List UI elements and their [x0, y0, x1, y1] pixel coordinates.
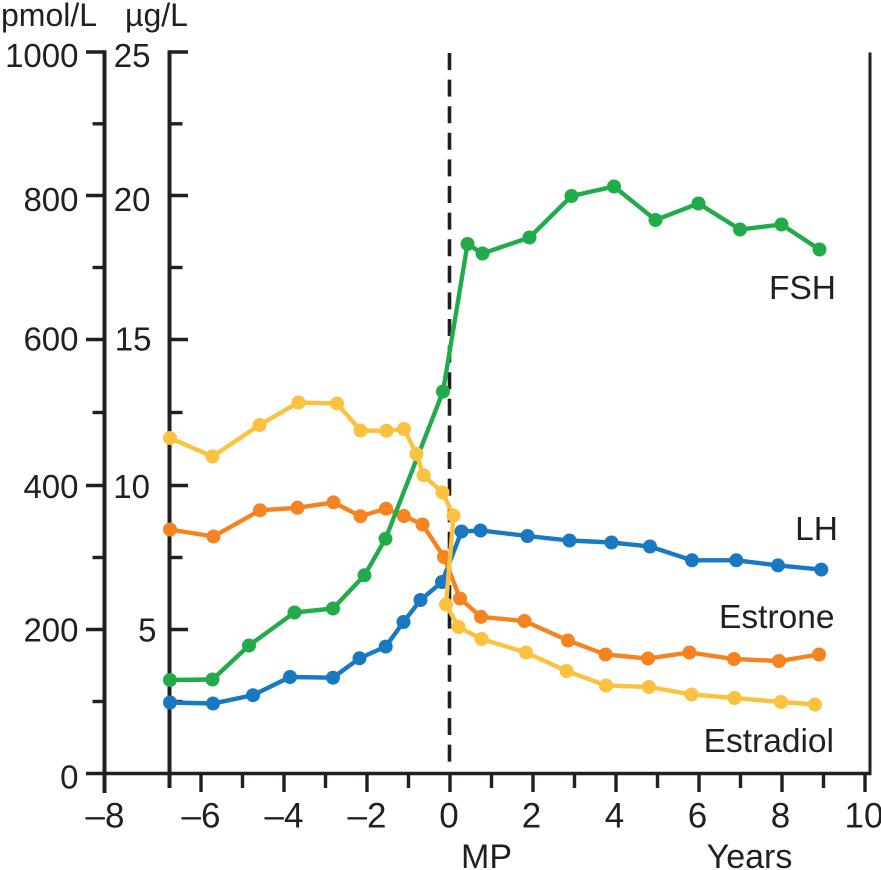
svg-text:200: 200: [23, 612, 78, 649]
svg-text:pmol/L: pmol/L: [1, 0, 97, 33]
svg-text:2: 2: [522, 797, 541, 836]
svg-text:LH: LH: [795, 511, 838, 548]
svg-text:µg/L: µg/L: [125, 0, 188, 33]
svg-text:4: 4: [605, 797, 624, 836]
svg-text:20: 20: [114, 181, 151, 218]
svg-text:Years: Years: [707, 838, 793, 870]
svg-text:1000: 1000: [5, 37, 78, 74]
svg-text:–8: –8: [86, 797, 125, 836]
svg-text:800: 800: [23, 181, 78, 218]
svg-text:Estrone: Estrone: [719, 599, 834, 636]
svg-text:0: 0: [439, 797, 458, 836]
svg-text:FSH: FSH: [769, 270, 836, 307]
svg-text:25: 25: [114, 37, 151, 74]
svg-text:–4: –4: [265, 797, 304, 836]
svg-text:–2: –2: [348, 797, 387, 836]
svg-text:MP: MP: [461, 838, 512, 870]
svg-text:6: 6: [688, 797, 707, 836]
svg-text:15: 15: [115, 321, 152, 358]
svg-text:Estradiol: Estradiol: [704, 723, 834, 760]
svg-text:5: 5: [138, 612, 156, 649]
svg-text:8: 8: [771, 797, 790, 836]
svg-text:600: 600: [23, 321, 78, 358]
svg-text:10: 10: [113, 468, 150, 505]
svg-text:0: 0: [60, 758, 78, 795]
svg-text:10: 10: [845, 797, 881, 836]
svg-text:–6: –6: [182, 797, 221, 836]
svg-text:400: 400: [23, 468, 78, 505]
